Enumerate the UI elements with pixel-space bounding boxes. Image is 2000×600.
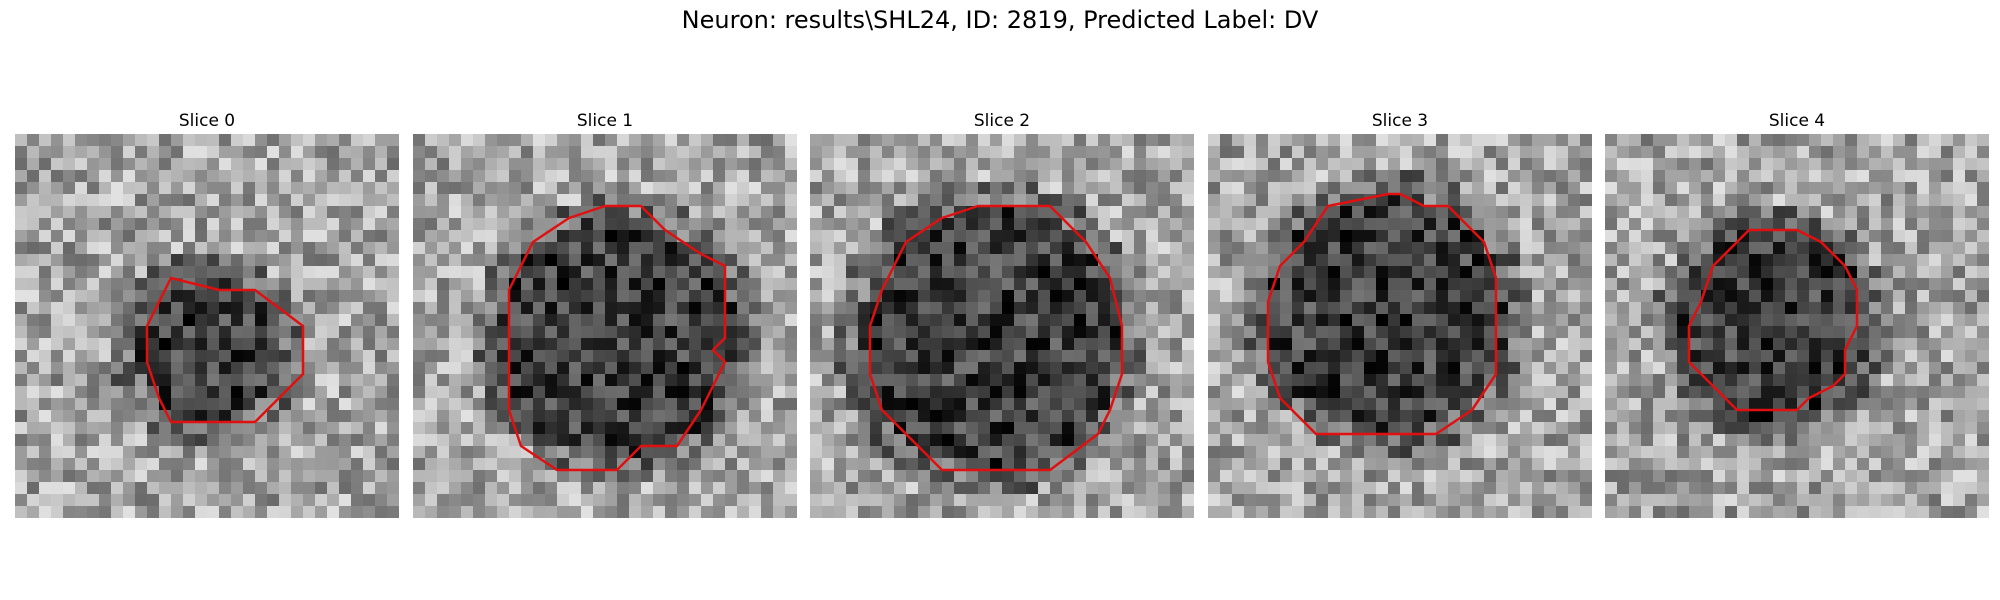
neuron-contour bbox=[145, 276, 305, 424]
slice-title: Slice 0 bbox=[178, 111, 236, 131]
slice-panel-1: Slice 1 bbox=[413, 108, 797, 518]
slice-title: Slice 1 bbox=[576, 111, 634, 131]
neuron-contour bbox=[1687, 228, 1859, 412]
slice-image bbox=[1605, 134, 1989, 518]
slice-title: Slice 4 bbox=[1768, 111, 1826, 131]
slice-image bbox=[810, 134, 1194, 518]
slice-panel-2: Slice 2 bbox=[810, 108, 1194, 518]
slice-title: Slice 2 bbox=[973, 111, 1031, 131]
slice-title: Slice 3 bbox=[1371, 111, 1429, 131]
slice-panel-4: Slice 4 bbox=[1605, 108, 1989, 518]
neuron-contour bbox=[507, 204, 727, 472]
neuron-contour bbox=[1266, 192, 1498, 436]
slice-image bbox=[413, 134, 797, 518]
slice-panel-3: Slice 3 bbox=[1208, 108, 1592, 518]
slice-image bbox=[1208, 134, 1592, 518]
slice-panel-0: Slice 0 bbox=[15, 108, 399, 518]
neuron-contour bbox=[868, 204, 1124, 472]
figure-title: Neuron: results\SHL24, ID: 2819, Predict… bbox=[681, 6, 1319, 34]
slice-image bbox=[15, 134, 399, 518]
